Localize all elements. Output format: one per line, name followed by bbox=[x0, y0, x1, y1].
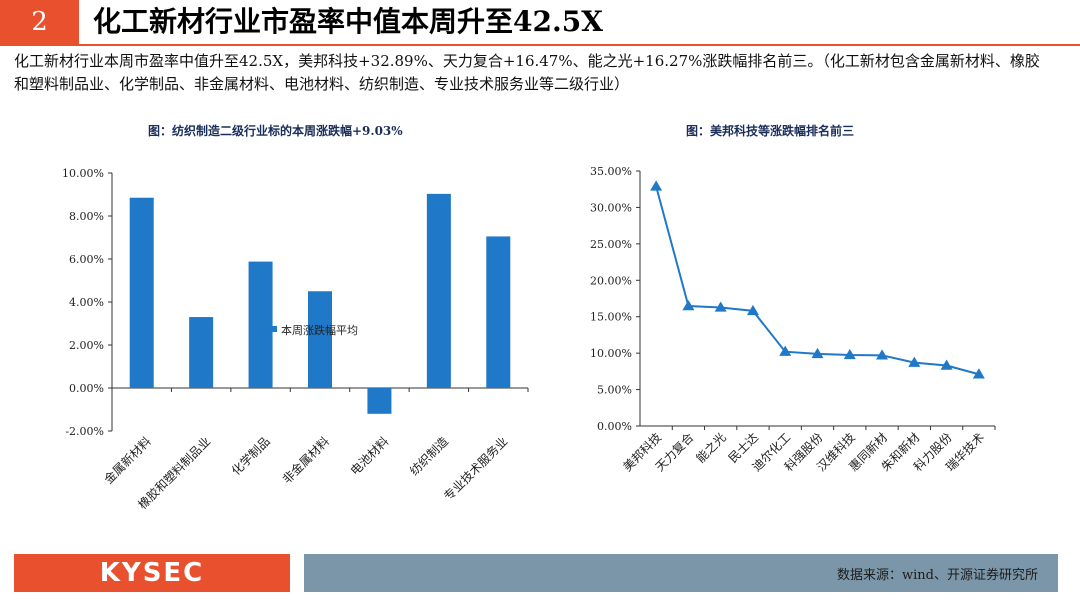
y-tick-label: 2.00% bbox=[69, 339, 104, 352]
y-tick-label: 20.00% bbox=[590, 274, 632, 287]
y-tick-label: 0.00% bbox=[597, 420, 632, 433]
bar bbox=[248, 261, 273, 388]
series-line bbox=[655, 186, 980, 376]
y-tick-label: -2.00% bbox=[65, 425, 104, 438]
data-source-text: 数据来源：wind、开源证券研究所 bbox=[837, 568, 1038, 583]
header-divider bbox=[0, 44, 1080, 46]
y-tick-label: 5.00% bbox=[597, 384, 632, 397]
data-point bbox=[682, 300, 695, 311]
bar-chart-title: 图：纺织制造二级行业标的本周涨跌幅+9.03% bbox=[148, 124, 403, 138]
x-tick-label: 能之光 bbox=[693, 430, 728, 465]
data-point bbox=[843, 348, 856, 360]
bar bbox=[486, 236, 511, 388]
y-tick-label: 8.00% bbox=[69, 210, 104, 223]
y-tick-label: 15.00% bbox=[590, 311, 632, 324]
data-point bbox=[746, 304, 759, 316]
line-chart-title: 图：美邦科技等涨跌幅排名前三 bbox=[686, 124, 855, 138]
bar bbox=[308, 291, 332, 388]
y-tick-label: 10.00% bbox=[590, 347, 632, 360]
y-tick-label: 35.00% bbox=[590, 165, 632, 178]
y-tick-label: 0.00% bbox=[69, 382, 104, 395]
bar bbox=[129, 197, 154, 388]
data-point bbox=[972, 368, 985, 379]
footer-logo-bar: KYSEC bbox=[14, 554, 290, 592]
data-point bbox=[779, 345, 792, 356]
page-title: 化工新材行业市盈率中值本周升至42.5X bbox=[93, 5, 603, 38]
y-tick-label: 6.00% bbox=[69, 253, 104, 266]
summary-text: 化工新材行业本周市盈率中值升至42.5X，美邦科技+32.89%、天力复合+16… bbox=[14, 52, 1040, 93]
data-point bbox=[940, 359, 953, 370]
bar bbox=[367, 388, 392, 414]
data-point bbox=[908, 356, 921, 367]
y-tick-label: 25.00% bbox=[590, 238, 632, 251]
y-tick-label: 10.00% bbox=[62, 167, 104, 180]
y-tick-label: 30.00% bbox=[590, 201, 632, 214]
section-number: 2 bbox=[0, 0, 79, 44]
kysec-logo: KYSEC bbox=[99, 558, 205, 588]
bar bbox=[189, 317, 214, 388]
data-point bbox=[650, 180, 663, 191]
legend-label: 本周涨跌幅平均 bbox=[281, 323, 358, 337]
footer-source-bar: 数据来源：wind、开源证券研究所 bbox=[304, 554, 1058, 592]
bar bbox=[426, 193, 451, 388]
data-point bbox=[876, 349, 889, 360]
y-tick-label: 4.00% bbox=[69, 296, 104, 309]
legend-swatch bbox=[271, 326, 277, 332]
data-point bbox=[811, 347, 824, 359]
data-point bbox=[714, 301, 727, 312]
